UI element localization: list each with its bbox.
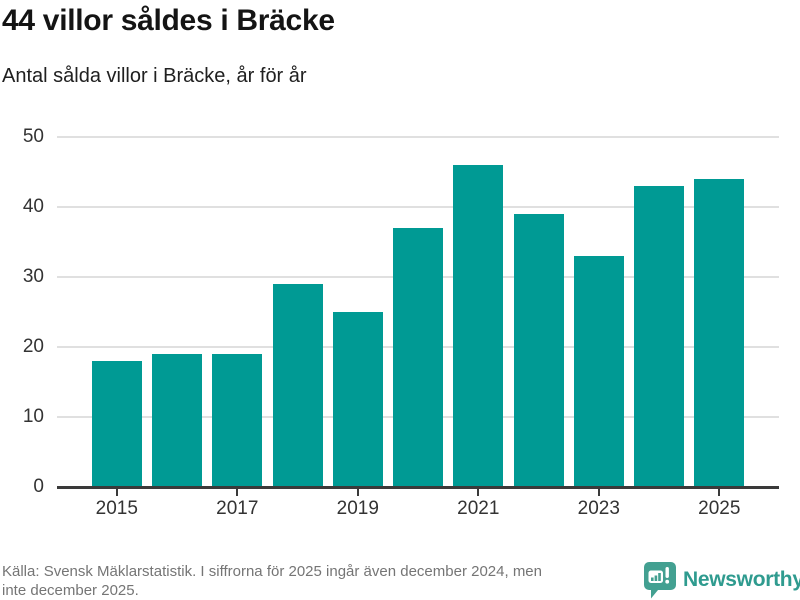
x-axis-line (57, 485, 779, 489)
chart-subtitle: Antal sålda villor i Bräcke, år för år (2, 65, 307, 87)
x-axis-label: 2015 (95, 498, 138, 519)
bar (91, 361, 142, 487)
x-axis-label: 2017 (216, 498, 259, 519)
bar (634, 186, 685, 487)
bar (152, 354, 203, 487)
x-axis-tick (597, 488, 600, 496)
bar (694, 179, 745, 487)
bar (272, 284, 323, 487)
bar (513, 214, 564, 487)
source-note-line2: inte december 2025. (2, 582, 139, 599)
x-axis-tick (236, 488, 239, 496)
y-axis-label: 20 (22, 336, 44, 357)
y-axis-label: 0 (33, 476, 44, 497)
chart-title: 44 villor såldes i Bräcke (2, 4, 335, 37)
bar (212, 354, 263, 487)
x-axis-tick (718, 488, 721, 496)
source-note-line1: Källa: Svensk Mäklarstatistik. I siffror… (2, 563, 542, 580)
bar (453, 165, 504, 487)
newsworthy-brand: Newsworthy (644, 561, 800, 599)
gridline (57, 136, 779, 138)
source-note: Källa: Svensk Mäklarstatistik. I siffror… (2, 562, 650, 600)
x-axis-label: 2021 (457, 498, 500, 519)
x-axis-label: 2019 (336, 498, 379, 519)
newsworthy-logo-icon (644, 561, 676, 598)
x-axis-label: 2025 (698, 498, 741, 519)
x-axis-label: 2023 (577, 498, 620, 519)
bar (573, 256, 624, 487)
bar (393, 228, 444, 487)
y-axis-label: 30 (22, 266, 44, 287)
x-axis-tick (115, 488, 118, 496)
x-axis-tick (356, 488, 359, 496)
bar (332, 312, 383, 487)
y-axis-label: 10 (22, 406, 44, 427)
y-axis-label: 40 (22, 196, 44, 217)
brand-name: Newsworthy (683, 568, 800, 591)
gridline (57, 206, 779, 208)
x-axis-tick (477, 488, 480, 496)
y-axis-label: 50 (22, 126, 44, 147)
